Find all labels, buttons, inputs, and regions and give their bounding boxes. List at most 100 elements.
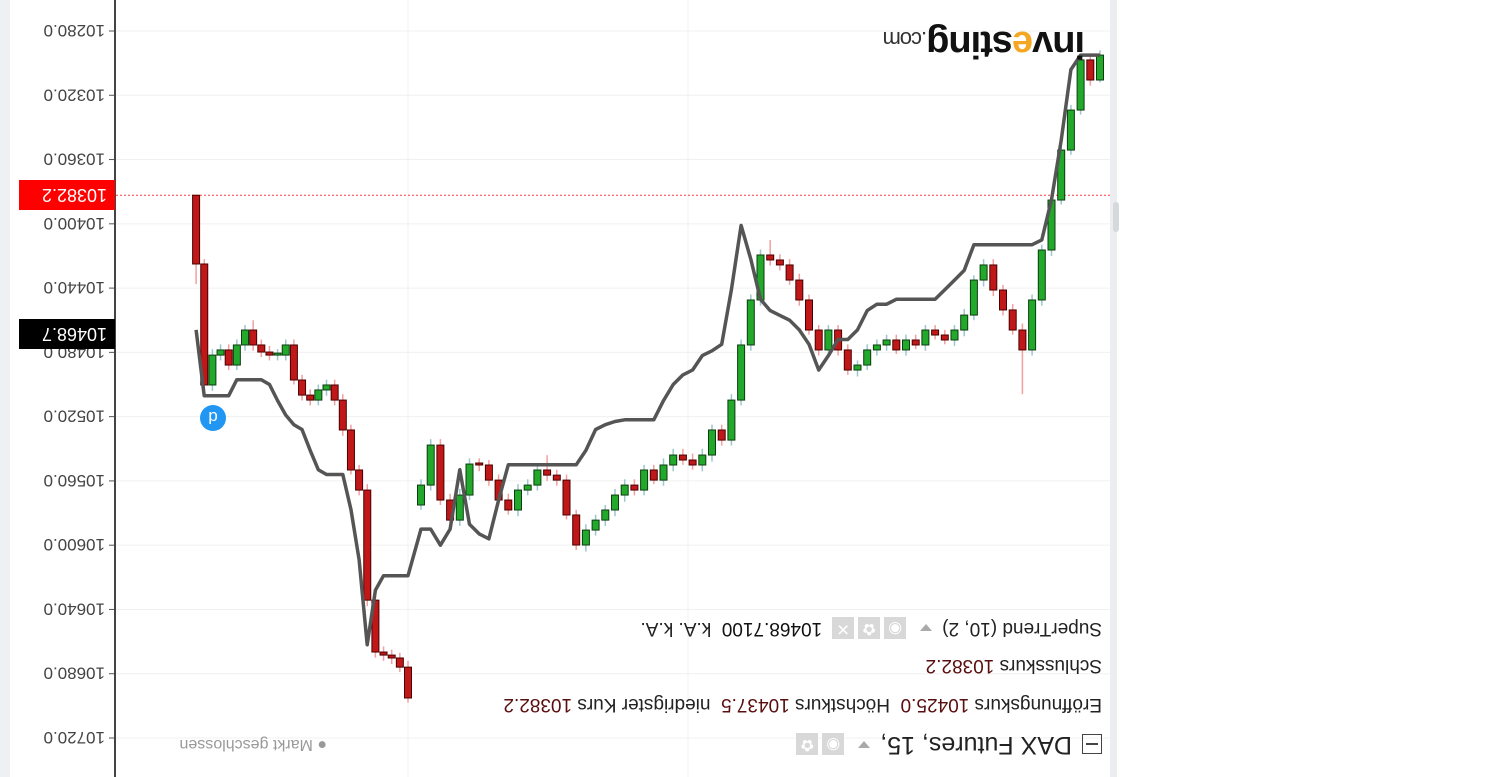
candle-down (775, 259, 784, 266)
candle-down (1018, 329, 1027, 351)
candle-up (322, 384, 331, 391)
close-icon[interactable]: ✕ (832, 617, 855, 639)
candle-down (387, 654, 396, 659)
candle-down (306, 394, 315, 401)
candle-up (611, 494, 619, 511)
candle-up (979, 264, 988, 281)
candle-up (1037, 249, 1046, 301)
candle-up (620, 484, 629, 496)
close-info: Schlusskurs 10382.2 (926, 654, 1102, 676)
indicator-name: SuperTrend (10, 2) (942, 618, 1102, 639)
open-label: Eröffnungskurs (974, 694, 1102, 715)
candle-up (950, 329, 959, 341)
candle-up (314, 389, 323, 401)
candle-down (940, 334, 949, 341)
last-price-tag: 10382.2 (19, 180, 115, 211)
y-tick-label: 10280.0 (44, 21, 105, 40)
close-value: 10382.2 (925, 655, 995, 676)
candle-down (795, 279, 804, 301)
candle-up (601, 509, 610, 521)
candle-up (863, 349, 872, 366)
candle-up (208, 354, 217, 386)
y-tick-label: 10640.0 (44, 599, 105, 618)
ohlc-info: Eröffnungskurs 10425.0 Höchstkurs 10437.… (503, 693, 1102, 715)
candle-down (543, 469, 552, 476)
dropdown-icon[interactable] (858, 741, 871, 748)
y-tick-label: 10440.0 (44, 278, 105, 297)
low-label: niedrigster Kurs (577, 694, 711, 715)
y-tick-label: 10320.0 (44, 85, 105, 104)
candle-up (281, 344, 290, 356)
low-value: 10382.2 (503, 694, 573, 715)
candle-down (338, 399, 347, 431)
candle-down (717, 429, 726, 441)
chart-title: DAX Futures, 15, (880, 731, 1072, 759)
candle-up (872, 344, 881, 351)
candle-down (484, 464, 493, 481)
dropdown-icon[interactable] (920, 624, 933, 632)
candle-up (455, 494, 464, 521)
candle-up (708, 429, 716, 456)
candle-down (355, 469, 364, 491)
candle-down (678, 454, 687, 461)
candle-down (363, 489, 372, 601)
candle-down (257, 344, 266, 353)
candle-up (273, 352, 282, 356)
candle-up (1066, 109, 1075, 151)
candle-up (824, 329, 833, 351)
candle-up (737, 344, 746, 401)
marker-label: d (208, 408, 217, 427)
candle-down (911, 339, 920, 346)
candle-up (727, 399, 736, 441)
candle-down (330, 384, 339, 401)
candle-down (814, 329, 823, 351)
candle-up (969, 279, 978, 316)
candle-up (533, 469, 542, 486)
gear-icon[interactable]: ✿ (858, 617, 881, 639)
candle-down (562, 479, 571, 516)
y-tick-label: 10680.0 (44, 664, 105, 683)
eye-icon[interactable]: ◉ (884, 617, 907, 639)
market-status: ● Markt geschlossen (180, 735, 328, 753)
candle-down (249, 329, 258, 346)
candle-up (426, 444, 435, 486)
candle-up (669, 454, 678, 466)
chart-header: DAX Futures, 15, ◉ ✿ (792, 730, 1102, 759)
marker-circle[interactable] (200, 405, 226, 431)
candle-down (298, 379, 307, 396)
candle-down (843, 349, 852, 371)
y-tick-label: 10400.0 (44, 214, 105, 233)
y-tick-label: 10360.0 (44, 150, 105, 169)
candle-up (514, 489, 522, 511)
candle-down (688, 459, 697, 466)
indicator-value: 10468.7100 (721, 618, 823, 639)
candle-down (265, 351, 274, 356)
eye-icon[interactable]: ◉ (822, 733, 845, 756)
candle-up (659, 464, 668, 481)
candle-up (902, 339, 910, 351)
candle-up (746, 299, 755, 346)
candle-up (591, 519, 600, 531)
open-value: 10425.0 (900, 694, 970, 715)
candle-up (882, 339, 891, 346)
marker-badge[interactable]: d (200, 405, 226, 431)
candle-up (1096, 54, 1104, 81)
candle-down (552, 474, 561, 481)
gear-icon[interactable]: ✿ (796, 733, 819, 756)
high-label: Höchstkurs (794, 694, 891, 715)
indicator-na-1: k.A. (678, 618, 712, 639)
candle-up (1076, 59, 1085, 111)
candle-down (989, 264, 998, 291)
candle-down (999, 289, 1007, 311)
candle-down (892, 339, 901, 351)
candle-down (805, 299, 813, 331)
candle-up (698, 454, 707, 466)
candle-down (1086, 59, 1095, 81)
collapse-icon[interactable] (1082, 734, 1102, 755)
candle-down (1008, 309, 1017, 331)
axis-edge (0, 0, 10, 777)
candle-down (404, 666, 412, 699)
candle-up (417, 484, 425, 506)
candle-down (379, 651, 388, 656)
